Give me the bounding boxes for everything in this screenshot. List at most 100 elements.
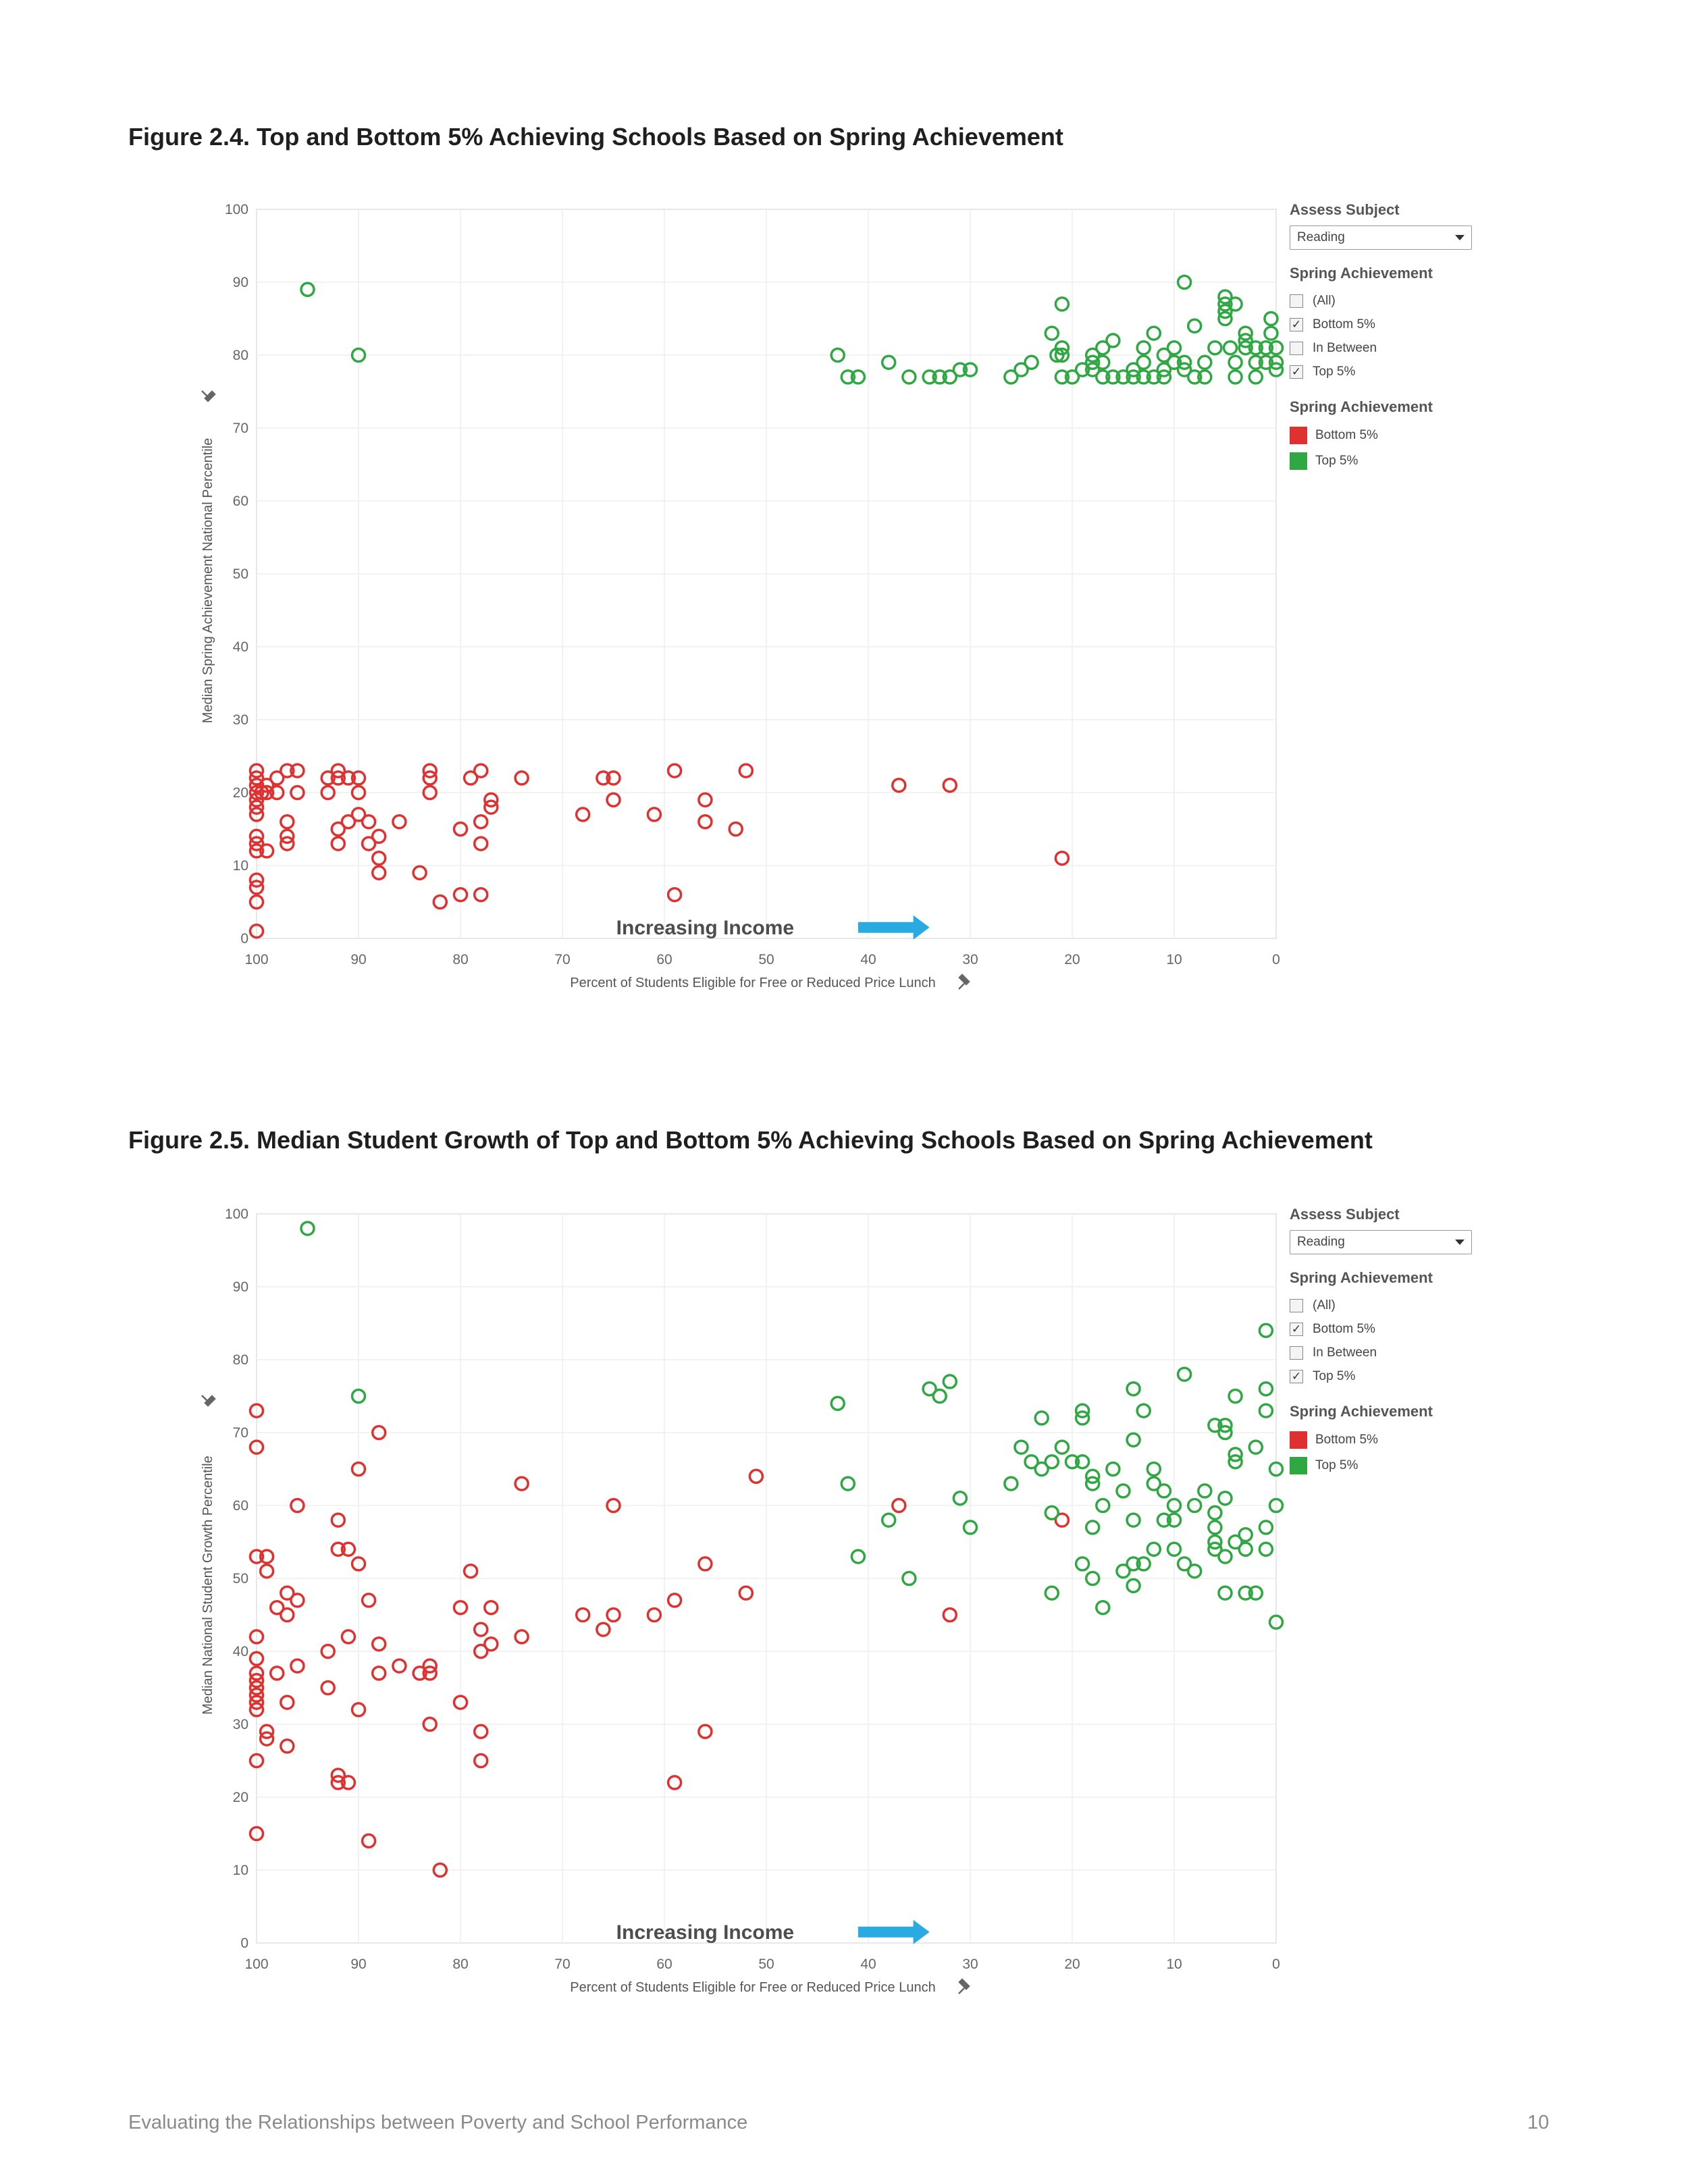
y-tick-label: 70	[233, 421, 248, 436]
x-tick-label: 80	[452, 1956, 468, 1972]
data-point	[606, 1497, 621, 1514]
pin-icon	[201, 1395, 216, 1407]
filter-option[interactable]: ✓ Bottom 5%	[1290, 1317, 1492, 1341]
data-point	[942, 1607, 958, 1623]
data-point	[248, 784, 265, 801]
data-point	[463, 1563, 479, 1579]
x-tick-label: 0	[1272, 952, 1280, 967]
data-point	[248, 843, 265, 859]
data-point	[1115, 369, 1131, 385]
footer-text: Evaluating the Relationships between Pov…	[128, 2112, 748, 2133]
y-axis-label: Median Spring Achievement National Perce…	[201, 438, 215, 723]
data-point	[942, 369, 958, 385]
data-point	[473, 886, 489, 903]
data-point	[1258, 1323, 1274, 1339]
x-axis-label: Percent of Students Eligible for Free or…	[570, 976, 935, 990]
legend-item: Top 5%	[1290, 448, 1492, 474]
data-point	[697, 1724, 713, 1740]
data-point	[392, 1658, 407, 1674]
data-point	[452, 1695, 469, 1710]
data-point	[1054, 296, 1070, 312]
filter-option[interactable]: (All)	[1290, 1294, 1492, 1317]
y-tick-label: 30	[233, 1717, 248, 1732]
pin-icon	[958, 974, 970, 990]
checkbox[interactable]	[1290, 294, 1303, 308]
data-point	[1166, 1541, 1182, 1557]
data-point	[1013, 362, 1029, 377]
data-point	[1217, 1549, 1233, 1564]
data-point	[1095, 1497, 1111, 1514]
data-point	[371, 828, 387, 845]
filter-option-label: Top 5%	[1313, 364, 1356, 379]
filter-heading: Spring Achievement	[1290, 1269, 1433, 1286]
checkbox[interactable]	[1290, 1298, 1303, 1312]
data-point	[1146, 369, 1162, 385]
checkbox[interactable]	[1290, 1346, 1303, 1360]
filter-option[interactable]: (All)	[1290, 289, 1492, 313]
legend: Bottom 5% Top 5%	[1290, 1427, 1492, 1479]
data-point	[738, 1585, 754, 1601]
filter-option[interactable]: ✓ Bottom 5%	[1290, 313, 1492, 336]
data-point	[1228, 354, 1243, 371]
legend-swatch	[1290, 1431, 1307, 1449]
data-point	[1044, 1505, 1060, 1521]
y-axis-label: Median National Student Growth Percentil…	[201, 1456, 215, 1715]
checkbox[interactable]: ✓	[1290, 1322, 1303, 1336]
filter-option[interactable]: ✓ Top 5%	[1290, 360, 1492, 383]
data-point	[830, 1395, 845, 1412]
data-point	[1146, 1461, 1162, 1477]
subject-dropdown[interactable]: Reading	[1290, 1230, 1472, 1254]
data-point	[412, 1666, 427, 1681]
legend-heading: Spring Achievement	[1290, 398, 1433, 415]
data-point	[432, 1862, 448, 1878]
data-point	[1238, 1585, 1253, 1601]
data-point	[1084, 1476, 1101, 1491]
data-point	[1003, 1476, 1019, 1491]
subject-dropdown[interactable]: Reading	[1290, 225, 1472, 250]
checkbox[interactable]: ✓	[1290, 1369, 1303, 1383]
data-point	[952, 362, 968, 377]
pin-icon	[201, 390, 216, 402]
legend-heading: Spring Achievement	[1290, 1403, 1433, 1420]
data-point	[697, 814, 713, 830]
data-point	[1268, 354, 1284, 371]
data-point	[1136, 340, 1151, 356]
data-point	[1197, 1483, 1213, 1499]
x-tick-label: 50	[758, 952, 774, 967]
data-point	[1228, 1388, 1243, 1404]
filter-option[interactable]: ✓ Top 5%	[1290, 1364, 1492, 1388]
data-point	[606, 770, 621, 786]
data-point	[1228, 1454, 1243, 1470]
data-point	[1217, 311, 1233, 327]
checkbox[interactable]: ✓	[1290, 317, 1303, 331]
data-point	[290, 763, 305, 778]
data-point	[350, 1556, 367, 1572]
data-point	[473, 1622, 489, 1637]
checkbox[interactable]: ✓	[1290, 365, 1303, 379]
x-tick-label: 30	[962, 1956, 978, 1972]
data-point	[248, 1672, 265, 1688]
data-point	[1222, 340, 1238, 356]
filter-option-label: In Between	[1313, 340, 1377, 355]
data-point	[350, 784, 367, 801]
data-point	[432, 894, 448, 910]
data-point	[1074, 1454, 1090, 1470]
filter-option[interactable]: In Between	[1290, 1341, 1492, 1364]
data-point	[962, 1520, 978, 1535]
data-point	[1217, 296, 1233, 312]
checkbox[interactable]	[1290, 341, 1303, 355]
data-point	[259, 1549, 275, 1564]
data-point	[880, 354, 897, 371]
filter-option[interactable]: In Between	[1290, 336, 1492, 360]
data-point	[932, 1388, 947, 1404]
data-point	[1084, 1520, 1101, 1535]
data-point	[248, 872, 265, 888]
data-point	[748, 1468, 764, 1485]
data-point	[330, 1775, 346, 1790]
data-point	[1207, 1520, 1223, 1535]
data-point	[1207, 340, 1223, 356]
data-point	[259, 1731, 275, 1747]
x-tick-label: 30	[962, 952, 978, 967]
data-point	[1166, 354, 1182, 371]
